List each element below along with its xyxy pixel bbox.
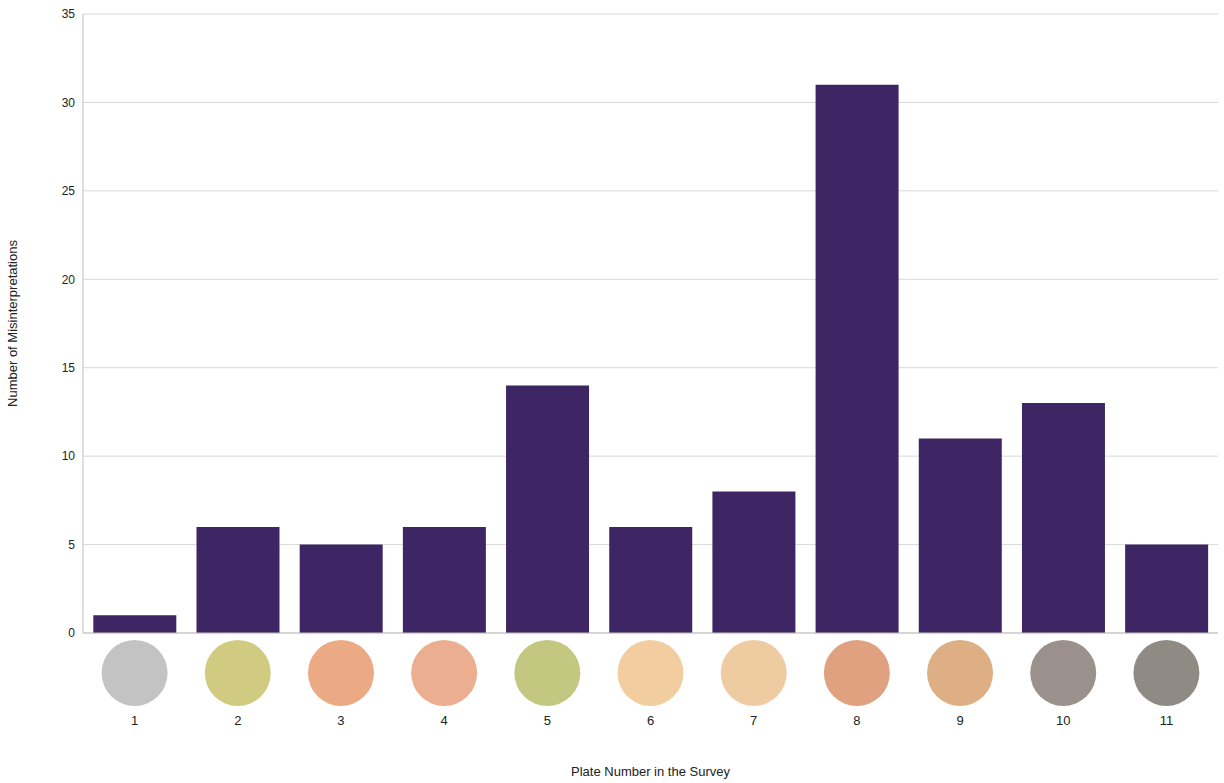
svg-text:0: 0 xyxy=(68,626,75,640)
svg-text:3: 3 xyxy=(337,713,344,728)
svg-text:10: 10 xyxy=(62,449,76,463)
svg-text:5: 5 xyxy=(544,713,551,728)
svg-text:Plate Number in the Survey: Plate Number in the Survey xyxy=(571,764,730,779)
svg-text:15: 15 xyxy=(62,361,76,375)
svg-text:4: 4 xyxy=(441,713,448,728)
svg-text:20: 20 xyxy=(62,273,76,287)
svg-text:2: 2 xyxy=(234,713,241,728)
svg-text:25: 25 xyxy=(62,184,76,198)
svg-text:7: 7 xyxy=(750,713,757,728)
svg-text:6: 6 xyxy=(647,713,654,728)
svg-text:8: 8 xyxy=(853,713,860,728)
svg-text:9: 9 xyxy=(956,713,963,728)
svg-text:35: 35 xyxy=(62,7,76,21)
svg-text:1: 1 xyxy=(131,713,138,728)
svg-text:5: 5 xyxy=(68,538,75,552)
svg-text:30: 30 xyxy=(62,96,76,110)
svg-text:Number of Misinterpretations: Number of Misinterpretations xyxy=(5,240,20,407)
svg-text:11: 11 xyxy=(1160,713,1174,728)
svg-text:10: 10 xyxy=(1056,713,1070,728)
